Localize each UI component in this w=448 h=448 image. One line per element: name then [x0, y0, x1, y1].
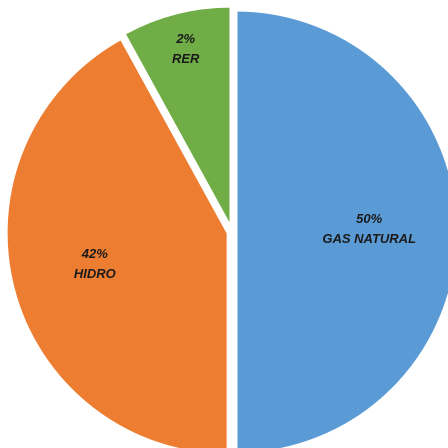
pie-labels: 50% GAS NATURAL 42% HIDRO 2% RER: [74, 31, 416, 281]
pie-slice-category-label: RER: [172, 51, 200, 66]
pie-slice-gas-natural: [234, 8, 448, 448]
pie-slice-category-label: HIDRO: [74, 266, 116, 281]
pie-slice-value-label: 50%: [356, 211, 382, 226]
pie-slice-value-label: 42%: [81, 246, 108, 261]
pie-slices: [4, 4, 448, 448]
pie-slice-category-label: GAS NATURAL: [322, 231, 416, 246]
pie-slice-rer: [122, 4, 233, 229]
pie-slice-hidro: [4, 36, 230, 448]
pie-slice-value-label: 2%: [175, 31, 195, 46]
